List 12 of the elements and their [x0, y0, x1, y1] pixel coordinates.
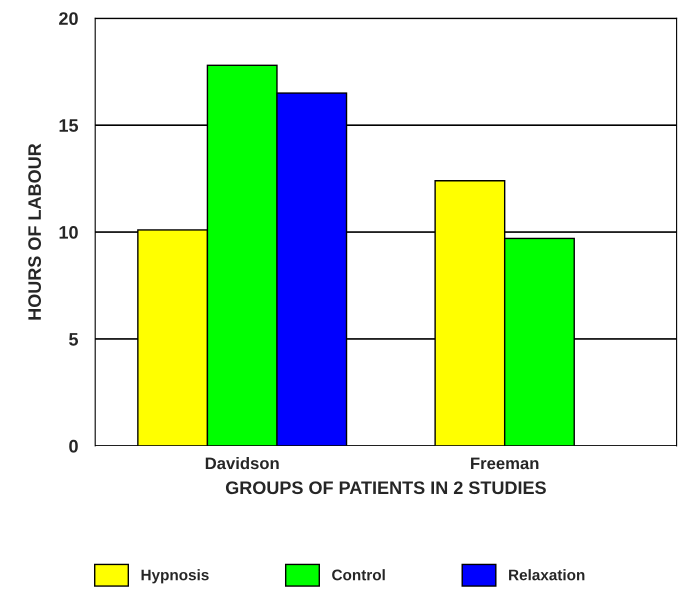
- x-tick-label: Freeman: [471, 458, 538, 470]
- legend-label: Relaxation: [509, 569, 584, 580]
- y-tick-label: 20: [59, 12, 78, 25]
- y-tick-label: 15: [60, 119, 78, 132]
- y-axis-title: HOURS OF LABOUR: [28, 144, 41, 320]
- y-tick-label: 5: [69, 333, 78, 346]
- x-tick-label: Davidson: [206, 456, 279, 470]
- y-tick-label: 10: [60, 226, 78, 239]
- x-axis-title: GROUPS OF PATIENTS IN 2 STUDIES: [226, 481, 546, 494]
- y-tick-label: 0: [69, 440, 78, 453]
- legend-label: Control: [332, 569, 385, 580]
- legend-label: Hypnosis: [142, 569, 209, 584]
